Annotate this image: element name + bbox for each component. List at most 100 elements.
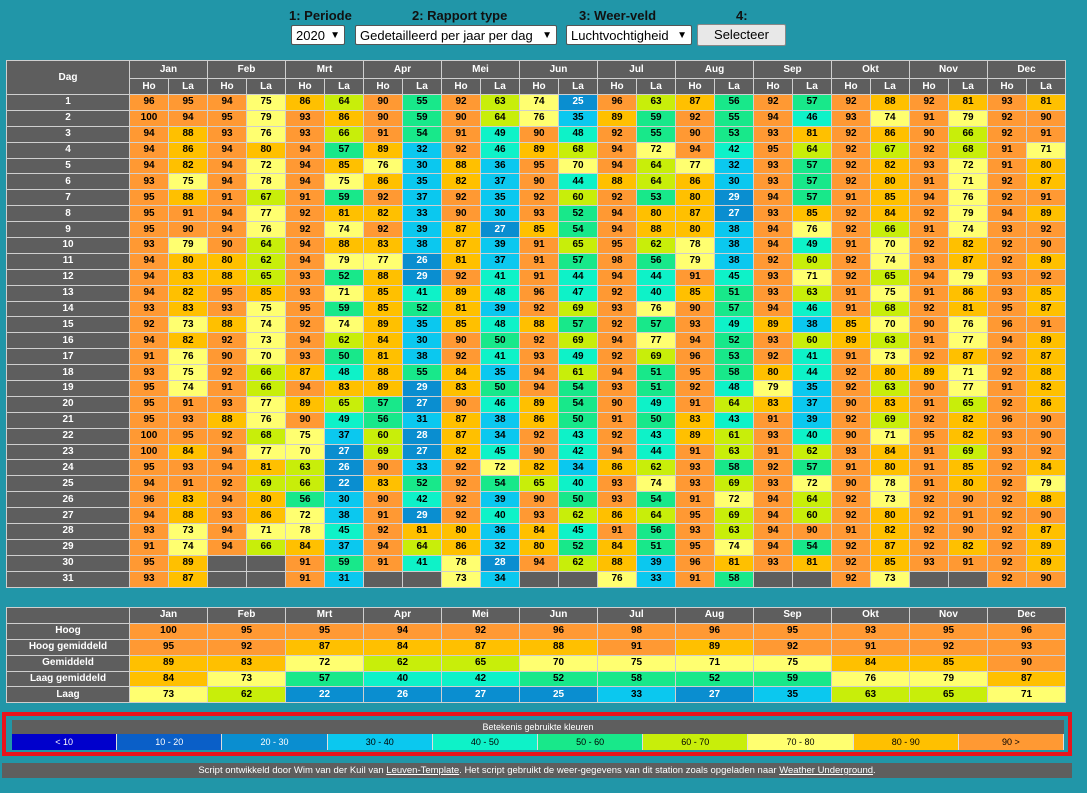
- month-header: Jul: [597, 60, 676, 79]
- day-number: 26: [6, 491, 130, 509]
- table-row: 9 95 90 94 76 92 74 92 39 87 27 85 54 94 88 80 38 94 76 92 6…: [6, 221, 1066, 239]
- humidity-cell: 92: [129, 316, 169, 334]
- humidity-cell: 92: [987, 459, 1027, 477]
- periode-select[interactable]: 2020 ▼: [291, 25, 345, 45]
- humidity-cell: 91: [831, 523, 871, 540]
- legend-swatch: 50 - 60: [538, 734, 644, 750]
- selecteer-button[interactable]: Selecteer: [697, 24, 786, 46]
- humidity-cell: 86: [675, 173, 715, 191]
- humidity-cell: 79: [948, 268, 988, 286]
- humidity-cell: 45: [714, 268, 754, 286]
- day-number: 28: [6, 523, 130, 540]
- humidity-cell: 93: [129, 523, 169, 540]
- summary-month-header: Mei: [441, 607, 520, 624]
- summary-month-header: Dec: [987, 607, 1066, 624]
- empty-cell: [558, 570, 598, 588]
- humidity-cell: 92: [909, 491, 949, 509]
- humidity-cell: 83: [324, 380, 364, 397]
- day-number: 20: [6, 395, 130, 413]
- humidity-cell: 90: [207, 348, 247, 366]
- footer-text-1: Script ontwikkeld door Wim van der Kuil …: [198, 765, 387, 776]
- summary-cell: 79: [909, 670, 988, 688]
- humidity-cell: 90: [1026, 237, 1066, 254]
- humidity-cell: 72: [714, 491, 754, 509]
- summary-row: Laag gemiddeld 84 73 57 40 42 52 58 52 59 76 79 87: [6, 670, 1066, 688]
- humidity-cell: 76: [246, 221, 286, 239]
- humidity-cell: 91: [285, 570, 325, 588]
- humidity-cell: 78: [246, 173, 286, 191]
- sub-header-row: Ho La Ho La Ho La Ho La Ho La Ho La Ho La Ho La Ho La Ho La…: [7, 78, 1066, 95]
- humidity-cell: 96: [675, 348, 715, 366]
- humidity-cell: 100: [129, 109, 169, 127]
- humidity-cell: 48: [324, 364, 364, 382]
- humidity-cell: 89: [519, 395, 559, 413]
- high-subheader: Ho: [363, 78, 403, 95]
- month-header: Dec: [987, 60, 1066, 79]
- summary-cell: 92: [441, 622, 520, 640]
- humidity-cell: 30: [402, 157, 442, 175]
- humidity-cell: 50: [324, 348, 364, 366]
- humidity-cell: 33: [402, 205, 442, 223]
- humidity-cell: 94: [285, 173, 325, 191]
- leuven-template-link[interactable]: Leuven-Template: [386, 765, 460, 776]
- humidity-cell: 91: [168, 395, 208, 413]
- rapport-type-value: Gedetailleerd per jaar per dag: [360, 28, 533, 43]
- humidity-cell: 88: [168, 189, 208, 207]
- humidity-cell: 81: [792, 554, 832, 572]
- humidity-cell: 78: [285, 523, 325, 540]
- humidity-cell: 37: [480, 173, 520, 191]
- humidity-cell: 65: [948, 395, 988, 413]
- humidity-cell: 64: [324, 94, 364, 111]
- humidity-cell: 52: [714, 332, 754, 350]
- humidity-cell: 52: [558, 205, 598, 223]
- humidity-cell: 59: [324, 300, 364, 318]
- empty-cell: [909, 570, 949, 588]
- humidity-cell: 49: [792, 237, 832, 254]
- humidity-cell: 34: [480, 570, 520, 588]
- humidity-cell: 91: [597, 523, 637, 540]
- summary-cell: 35: [753, 686, 832, 704]
- day-number: 5: [6, 157, 130, 175]
- table-row: 23 100 84 94 77 70 27 69 27 82 45 90 42 94 44 91 63 91 62 9…: [6, 443, 1066, 461]
- humidity-cell: 82: [948, 411, 988, 429]
- humidity-cell: 92: [753, 94, 793, 111]
- day-number: 21: [6, 411, 130, 429]
- humidity-cell: 95: [519, 157, 559, 175]
- month-header: Nov: [909, 60, 988, 79]
- humidity-cell: 48: [714, 380, 754, 397]
- rapport-type-select[interactable]: Gedetailleerd per jaar per dag ▼: [355, 25, 557, 45]
- table-row: 10 93 79 90 64 94 88 83 38 87 39 91 65 95 62 78 38 94 49 91…: [6, 237, 1066, 254]
- humidity-cell: 67: [246, 189, 286, 207]
- summary-cell: 59: [753, 670, 832, 688]
- humidity-cell: 82: [168, 284, 208, 302]
- humidity-cell: 92: [987, 395, 1027, 413]
- humidity-cell: 66: [246, 538, 286, 556]
- humidity-cell: 38: [714, 237, 754, 254]
- humidity-cell: 69: [636, 348, 676, 366]
- humidity-cell: 50: [558, 491, 598, 509]
- humidity-cell: 94: [597, 221, 637, 239]
- humidity-cell: 94: [363, 538, 403, 556]
- humidity-cell: 52: [402, 475, 442, 493]
- humidity-cell: 48: [480, 316, 520, 334]
- periode-value: 2020: [296, 28, 325, 43]
- summary-cell: 98: [597, 622, 676, 640]
- weather-underground-link[interactable]: Weather Underground: [779, 765, 874, 776]
- humidity-cell: 80: [246, 141, 286, 159]
- high-subheader: Ho: [831, 78, 871, 95]
- humidity-cell: 91: [909, 221, 949, 239]
- humidity-cell: 90: [675, 125, 715, 143]
- humidity-cell: 60: [558, 189, 598, 207]
- humidity-cell: 66: [324, 125, 364, 143]
- humidity-cell: 64: [792, 491, 832, 509]
- humidity-cell: 92: [831, 157, 871, 175]
- humidity-cell: 77: [246, 395, 286, 413]
- day-number: 1: [6, 94, 130, 111]
- humidity-cell: 84: [870, 443, 910, 461]
- weer-veld-select[interactable]: Luchtvochtigheid ▼: [566, 25, 692, 45]
- humidity-cell: 75: [168, 364, 208, 382]
- humidity-cell: 68: [870, 300, 910, 318]
- day-number: 11: [6, 252, 130, 270]
- humidity-cell: 68: [558, 141, 598, 159]
- humidity-cell: 84: [870, 205, 910, 223]
